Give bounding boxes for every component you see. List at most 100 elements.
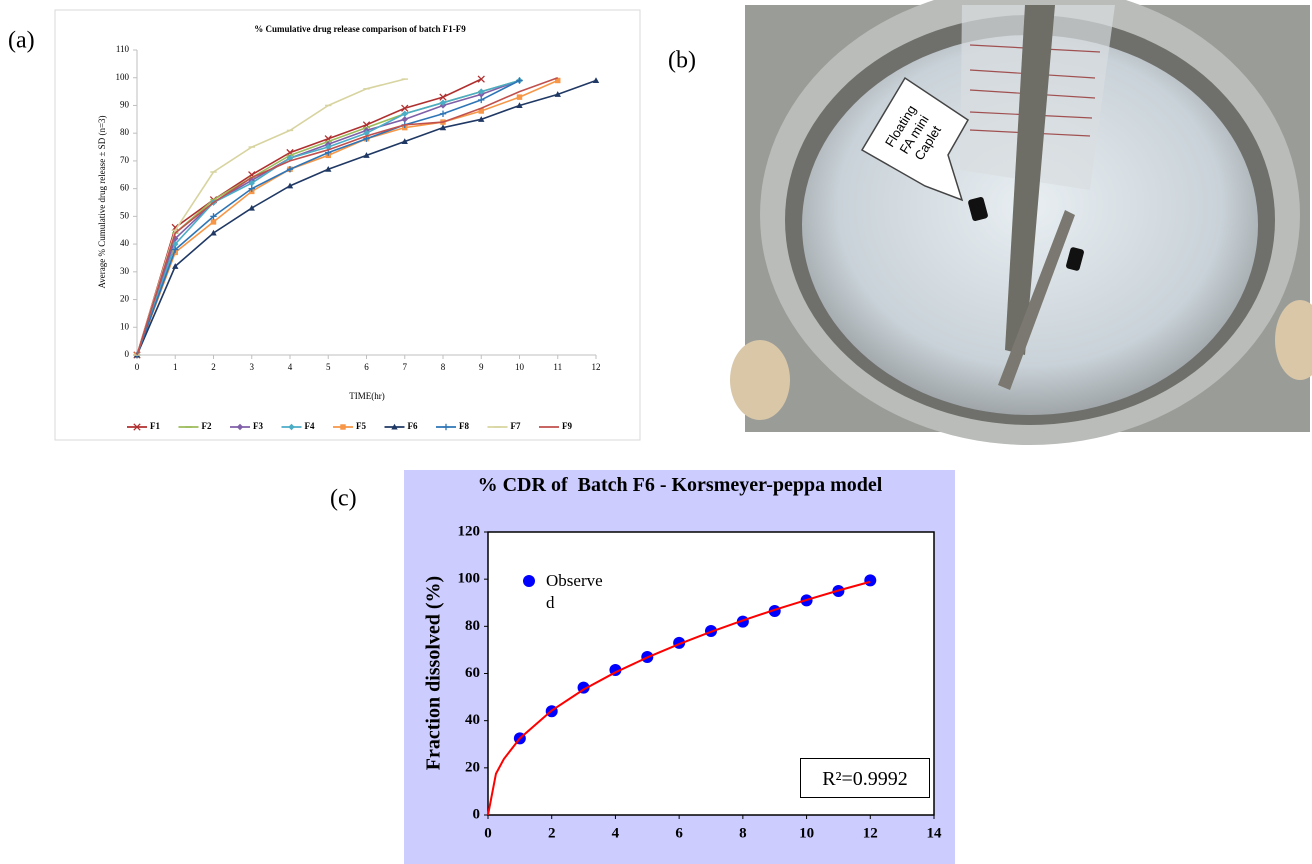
legend-label: Observed — [546, 571, 603, 612]
photo: Floating FA mini Caplet — [730, 0, 1312, 445]
marker-shape — [401, 138, 408, 145]
legend-label: F1 — [150, 421, 160, 431]
x-tick-label: 8 — [441, 362, 446, 372]
y-tick-label: 120 — [458, 523, 481, 539]
marker-shape — [439, 99, 447, 106]
marker-shape — [325, 166, 332, 172]
marker — [478, 116, 485, 122]
marker — [210, 213, 217, 220]
y-tick-label: 20 — [465, 759, 480, 775]
marker-shape — [288, 423, 295, 431]
x-tick-label: 2 — [211, 362, 216, 372]
marker — [439, 93, 447, 101]
marker — [477, 75, 485, 83]
series-line — [136, 76, 559, 356]
x-tick-label: 14 — [927, 825, 943, 841]
x-tick-label: 6 — [364, 362, 369, 372]
y-tick-label: 80 — [465, 618, 480, 634]
x-tick-label: 8 — [739, 825, 747, 841]
y-tick-label: 100 — [116, 72, 130, 82]
x-tick-label: 10 — [799, 825, 814, 841]
y-tick-label: 0 — [125, 349, 130, 359]
marker-shape — [363, 152, 370, 158]
legend-marker — [523, 575, 535, 587]
marker — [864, 574, 877, 587]
marker — [401, 116, 408, 123]
panel-label: (a) — [8, 28, 35, 54]
marker-shape — [248, 204, 255, 211]
y-tick-label: 60 — [120, 183, 130, 193]
y-tick-label: 70 — [120, 155, 130, 165]
marker — [133, 423, 141, 431]
marker — [401, 104, 409, 112]
marker — [286, 182, 294, 189]
marker — [516, 77, 523, 84]
marker — [172, 240, 179, 248]
marker — [439, 110, 447, 117]
marker — [391, 423, 398, 430]
marker — [516, 94, 523, 100]
marker — [554, 91, 561, 97]
marker-shape — [864, 574, 877, 587]
marker-shape — [516, 102, 523, 109]
marker — [401, 110, 408, 117]
legend-label: F7 — [511, 421, 521, 431]
marker-shape — [248, 179, 255, 187]
y-tick-label: 40 — [465, 712, 480, 728]
marker-stroke — [133, 423, 141, 431]
y-tick-label: 50 — [120, 210, 130, 220]
panel-label: (b) — [668, 48, 696, 74]
x-tick-label: 0 — [484, 825, 492, 841]
marker — [286, 166, 294, 173]
x-tick-label: 9 — [479, 362, 484, 372]
marker-shape — [391, 423, 398, 430]
stirrer-shaft — [998, 210, 1075, 390]
marker — [439, 124, 447, 131]
legend-label: F2 — [202, 421, 212, 431]
marker-shape — [554, 91, 561, 97]
series-line — [136, 78, 482, 356]
caplet — [968, 196, 988, 222]
marker — [442, 423, 450, 431]
marker-shape — [592, 77, 600, 84]
legend-label: F3 — [253, 421, 263, 431]
marker-stroke — [477, 75, 485, 83]
y-tick-label: 20 — [120, 294, 130, 304]
y-axis-label: Fraction dissolved (%) — [423, 576, 445, 770]
y-tick-label: 40 — [120, 238, 130, 248]
marker-shape — [286, 182, 294, 189]
marker-shape — [236, 423, 244, 431]
marker — [210, 219, 217, 225]
legend-label: F8 — [459, 421, 469, 431]
series-line — [487, 580, 871, 816]
y-tick-label: 60 — [465, 665, 480, 681]
marker — [439, 99, 447, 106]
marker — [325, 166, 332, 172]
marker-shape — [172, 240, 179, 248]
panel-label: (c) — [330, 486, 357, 512]
marker-shape — [478, 108, 484, 114]
marker-shape — [340, 424, 346, 430]
marker-shape — [172, 263, 179, 269]
y-tick-label: 100 — [458, 571, 481, 587]
x-axis-label: TIME(hr) — [349, 391, 385, 401]
legend-label: F5 — [356, 421, 366, 431]
x-tick-label: 5 — [326, 362, 331, 372]
series-line — [136, 78, 405, 356]
x-tick-label: 3 — [250, 362, 255, 372]
chart-title: % CDR of Batch F6 - Korsmeyer-peppa mode… — [477, 474, 883, 496]
x-tick-label: 10 — [515, 362, 525, 372]
legend: Observed — [522, 570, 608, 614]
marker — [340, 424, 346, 430]
x-tick-label: 0 — [135, 362, 140, 372]
chart-a-frame — [54, 9, 641, 441]
finger — [1275, 300, 1312, 380]
marker — [248, 179, 255, 187]
annotation: R²=0.9992 — [800, 758, 930, 798]
x-tick-label: 4 — [288, 362, 293, 372]
y-tick-label: 30 — [120, 266, 130, 276]
marker — [210, 229, 217, 236]
legend-label: F6 — [408, 421, 418, 431]
